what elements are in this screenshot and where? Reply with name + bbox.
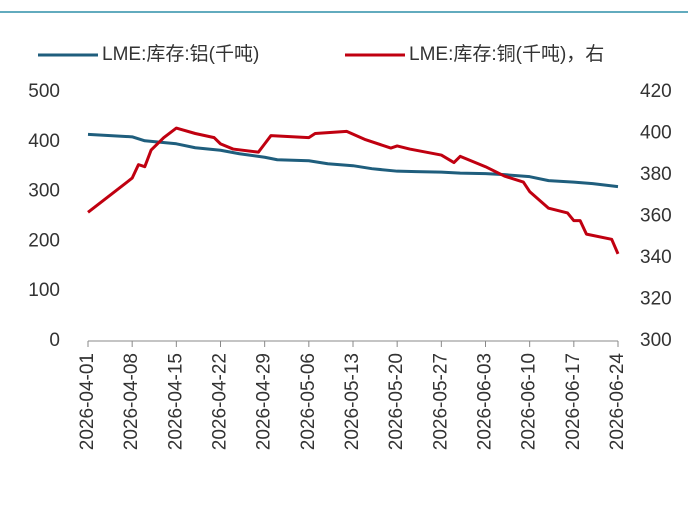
y2-tick-label: 380 bbox=[640, 164, 672, 185]
x-tick-label: 2026-04-29 bbox=[254, 353, 275, 450]
x-tick-label: 2026-05-13 bbox=[342, 353, 363, 450]
y-tick-label: 500 bbox=[28, 81, 60, 102]
x-tick-label: 2026-06-24 bbox=[607, 353, 628, 451]
y2-tick-label: 320 bbox=[640, 289, 672, 310]
x-tick-label: 2026-05-27 bbox=[430, 353, 451, 450]
y-tick-label: 0 bbox=[49, 330, 60, 351]
y-tick-label: 200 bbox=[28, 230, 60, 251]
x-tick-label: 2026-04-22 bbox=[210, 353, 231, 450]
x-tick-label: 2026-04-08 bbox=[121, 353, 142, 450]
y2-tick-label: 420 bbox=[640, 81, 672, 102]
y-tick-label: 100 bbox=[28, 280, 60, 301]
legend-label: LME:库存:铜(千吨)，右 bbox=[409, 43, 604, 65]
y-tick-label: 300 bbox=[28, 181, 60, 202]
x-tick-label: 2026-06-03 bbox=[475, 353, 496, 450]
x-tick-label: 2026-04-15 bbox=[165, 353, 186, 450]
x-tick-label: 2026-06-17 bbox=[563, 353, 584, 450]
legend-label: LME:库存:铝(千吨) bbox=[102, 43, 259, 65]
y-tick-label: 400 bbox=[28, 131, 60, 152]
x-tick-label: 2026-05-06 bbox=[298, 353, 319, 450]
series-line bbox=[87, 126, 620, 255]
x-tick-label: 2026-05-20 bbox=[386, 353, 407, 450]
y2-tick-label: 340 bbox=[640, 247, 672, 268]
x-tick-label: 2026-04-01 bbox=[77, 353, 98, 450]
y2-tick-label: 400 bbox=[640, 123, 672, 144]
series-line bbox=[87, 132, 619, 189]
y2-tick-label: 360 bbox=[640, 206, 672, 227]
y2-tick-label: 300 bbox=[640, 330, 672, 351]
x-tick-label: 2026-06-10 bbox=[519, 353, 540, 450]
